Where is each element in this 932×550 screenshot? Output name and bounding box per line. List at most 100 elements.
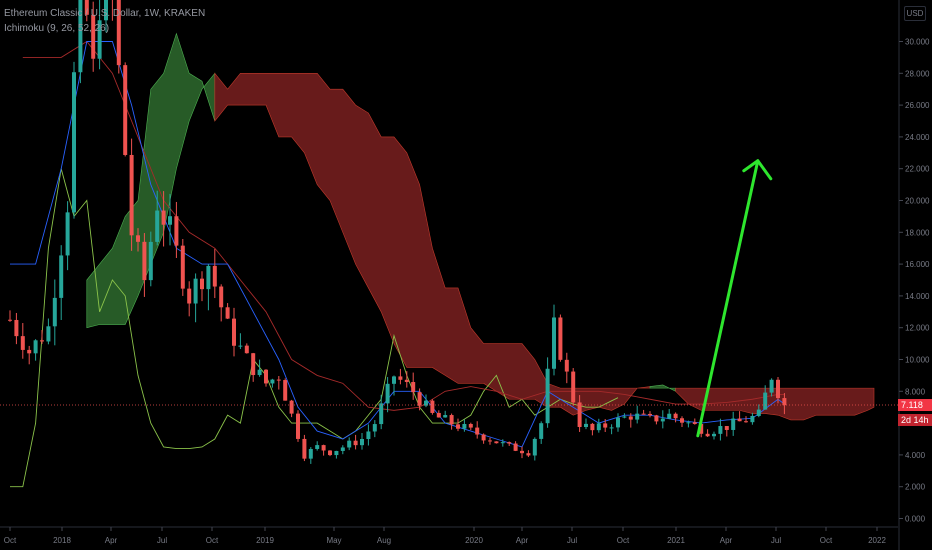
candle (366, 424, 371, 446)
bar-countdown-label: 2d 14h (898, 414, 932, 426)
candle-body (238, 345, 243, 347)
candle-body (200, 278, 204, 290)
candle-body (251, 353, 256, 376)
candle-body (628, 416, 633, 420)
candle-body (731, 418, 736, 430)
candle-body (296, 413, 300, 439)
y-tick-label: 22.000 (905, 165, 930, 174)
candle (763, 385, 768, 410)
candle (308, 447, 313, 464)
time-axis[interactable]: Oct 2018 Apr Jul Oct 2019 May Aug 2020 Apr Jul Oct 2… (0, 526, 898, 545)
candle-body (654, 415, 659, 422)
candle-body (481, 434, 486, 441)
candle-body (65, 212, 70, 256)
candle-body (641, 413, 646, 415)
candle-body (174, 216, 179, 246)
x-tick-label: Oct (820, 536, 833, 545)
candle-body (596, 423, 601, 431)
candle (571, 368, 576, 406)
y-tick-label: 28.000 (905, 69, 930, 78)
candle-body (14, 319, 19, 337)
candle-body (84, 0, 89, 15)
candle-body (692, 422, 697, 424)
candle-body (52, 297, 57, 327)
candle-body (436, 412, 441, 418)
candle (660, 410, 665, 429)
candle (398, 368, 403, 385)
candle-body (20, 336, 25, 350)
candle (302, 434, 307, 462)
x-tick-label: 2018 (53, 536, 71, 545)
candle-body (129, 154, 134, 236)
candle-body (571, 371, 576, 403)
candle (379, 394, 384, 430)
candle (654, 414, 659, 425)
candle-body (603, 423, 608, 428)
candle (276, 376, 281, 390)
candle (97, 0, 102, 70)
candle-body (257, 369, 262, 376)
candle-body (308, 448, 313, 459)
candle (155, 190, 160, 246)
annotation-layer (0, 159, 898, 438)
candle (385, 377, 390, 413)
y-tick-label: 8.000 (905, 387, 926, 396)
candle (641, 409, 646, 415)
candle-body (763, 392, 768, 410)
candle-body (59, 255, 64, 298)
candle-body (328, 450, 332, 456)
x-tick-label: 2022 (868, 536, 886, 545)
candle-body (539, 423, 544, 439)
candle (174, 201, 179, 258)
candle-body (660, 418, 665, 422)
candle (187, 281, 192, 317)
candle-body (724, 426, 729, 430)
y-tick-label: 30.000 (905, 38, 930, 47)
lagging-span-line (10, 168, 619, 488)
candle-body (526, 453, 531, 456)
candle (251, 352, 256, 382)
candle-body (283, 380, 288, 401)
x-tick-label: 2021 (667, 536, 685, 545)
candle-body (161, 210, 166, 225)
currency-button[interactable]: USD (904, 6, 926, 21)
candle-body (123, 65, 128, 155)
candle (264, 369, 268, 387)
candle (724, 425, 729, 437)
candle-body (212, 265, 217, 287)
candle (692, 418, 697, 425)
candle (392, 375, 396, 396)
candle (78, 0, 83, 84)
indicator-legend[interactable]: Ichimoku (9, 26, 52, 26) (4, 23, 110, 34)
candle-body (705, 433, 710, 437)
candle-body (673, 413, 678, 419)
candle-body (136, 235, 140, 242)
candle (46, 318, 51, 345)
candle (552, 304, 556, 376)
y-tick-label: 14.000 (905, 292, 930, 301)
candle-body (97, 20, 102, 59)
candle (705, 429, 710, 437)
candle-body (8, 319, 12, 321)
candle (782, 393, 787, 415)
candle (430, 399, 435, 415)
candle (737, 411, 742, 422)
candle-body (488, 440, 492, 442)
candle (488, 437, 492, 445)
candle-body (584, 423, 588, 428)
candle (545, 357, 550, 428)
candle (769, 378, 774, 397)
candle (161, 191, 166, 247)
candle-body (648, 413, 652, 416)
candle (603, 419, 608, 432)
candle (353, 434, 358, 450)
price-axis[interactable]: 0.0002.0004.0006.0008.00010.00012.00014.… (898, 0, 930, 550)
candle (776, 377, 780, 404)
candle (289, 399, 294, 418)
candle (27, 345, 32, 365)
y-tick-label: 20.000 (905, 197, 930, 206)
candle (33, 339, 38, 361)
candle-body (616, 417, 620, 428)
candle (590, 422, 595, 436)
